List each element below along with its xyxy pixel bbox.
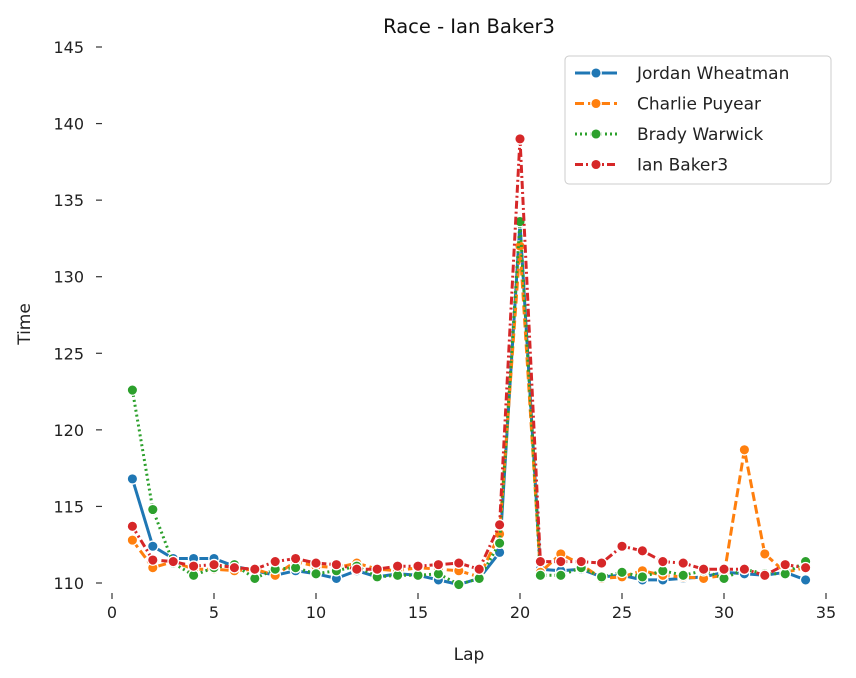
y-tick-label: 120	[53, 421, 84, 440]
series-jordan-wheatman	[126, 217, 812, 591]
series-ian-baker3	[126, 133, 812, 582]
data-point	[350, 563, 363, 576]
x-tick-label: 25	[612, 603, 632, 622]
data-point	[330, 558, 343, 571]
data-point	[677, 557, 690, 569]
data-point	[228, 561, 241, 574]
data-point	[656, 555, 669, 568]
legend-label: Jordan Wheatman	[636, 64, 789, 84]
series-line-charlie-puyear	[131, 244, 806, 580]
data-point	[636, 544, 649, 557]
data-point	[799, 574, 812, 586]
data-point	[208, 558, 220, 571]
data-point	[432, 558, 445, 571]
data-point	[452, 557, 465, 569]
data-point	[187, 560, 200, 573]
data-point	[799, 561, 812, 574]
x-tick-label: 0	[107, 603, 117, 622]
data-point	[310, 557, 322, 569]
data-point	[738, 443, 751, 456]
data-point	[758, 548, 771, 560]
data-point	[514, 133, 526, 145]
y-tick-label: 115	[53, 497, 84, 516]
data-point	[473, 563, 486, 576]
data-point	[126, 520, 139, 533]
data-point	[616, 566, 628, 579]
x-tick-label: 5	[209, 603, 219, 622]
x-axis-label: Lap	[454, 645, 485, 665]
x-tick-label: 35	[816, 603, 836, 622]
y-axis-label: Time	[15, 303, 35, 346]
data-point	[779, 558, 792, 571]
legend-label: Ian Baker3	[637, 156, 728, 176]
data-point	[126, 384, 139, 396]
data-point	[391, 560, 404, 573]
data-point	[534, 569, 547, 582]
data-point	[493, 518, 506, 531]
data-point	[554, 569, 567, 582]
data-point	[412, 560, 424, 573]
chart-title: Race - Ian Baker3	[383, 15, 555, 38]
y-tick-label: 145	[53, 38, 84, 57]
legend-marker	[590, 128, 602, 140]
legend-marker	[590, 67, 602, 79]
data-point	[493, 537, 506, 550]
axes: 0 5 10 15 20 25 30 35 110 115 120 125 130 135 140 145	[53, 38, 836, 622]
data-point	[554, 555, 567, 568]
data-point	[534, 555, 547, 568]
series-line-ian-baker3	[131, 137, 806, 577]
legend-frame	[564, 55, 832, 185]
data-point	[616, 540, 628, 553]
data-point	[758, 569, 771, 582]
y-tick-label: 140	[53, 115, 84, 134]
legend-label: Brady Warwick	[637, 125, 763, 145]
series-line-brady-warwick	[130, 220, 807, 586]
data-point	[595, 557, 608, 569]
x-tick-label: 30	[714, 603, 734, 622]
data-point	[146, 503, 159, 516]
data-point	[636, 571, 649, 583]
series-layer	[126, 133, 812, 591]
y-tick-label: 135	[53, 191, 84, 210]
data-point	[126, 473, 139, 485]
x-tick-label: 10	[306, 603, 326, 622]
data-point	[575, 555, 588, 568]
data-point	[371, 563, 384, 576]
data-point	[289, 552, 302, 565]
data-point	[595, 571, 608, 583]
data-point	[146, 540, 159, 553]
series-line-jordan-wheatman	[130, 221, 807, 586]
legend-label: Charlie Puyear	[637, 95, 761, 115]
y-tick-label: 110	[53, 574, 84, 593]
y-tick-label: 125	[53, 344, 84, 363]
data-point	[452, 578, 465, 591]
data-point	[718, 563, 730, 576]
series-brady-warwick	[126, 215, 812, 591]
legend: Jordan Wheatman Charlie Puyear Brady Warwi…	[564, 55, 832, 185]
x-tick-label: 20	[510, 603, 530, 622]
x-tick-label: 15	[408, 603, 428, 622]
series-charlie-puyear	[126, 240, 812, 585]
data-point	[310, 567, 322, 580]
data-point	[697, 563, 710, 576]
data-point	[167, 555, 180, 568]
data-point	[269, 555, 282, 568]
legend-marker	[590, 158, 602, 171]
data-point	[248, 563, 261, 576]
legend-marker	[590, 97, 602, 110]
data-point	[126, 534, 139, 546]
data-point	[146, 554, 159, 566]
y-tick-label: 130	[53, 268, 84, 287]
data-point	[738, 563, 751, 576]
data-point	[677, 569, 690, 582]
